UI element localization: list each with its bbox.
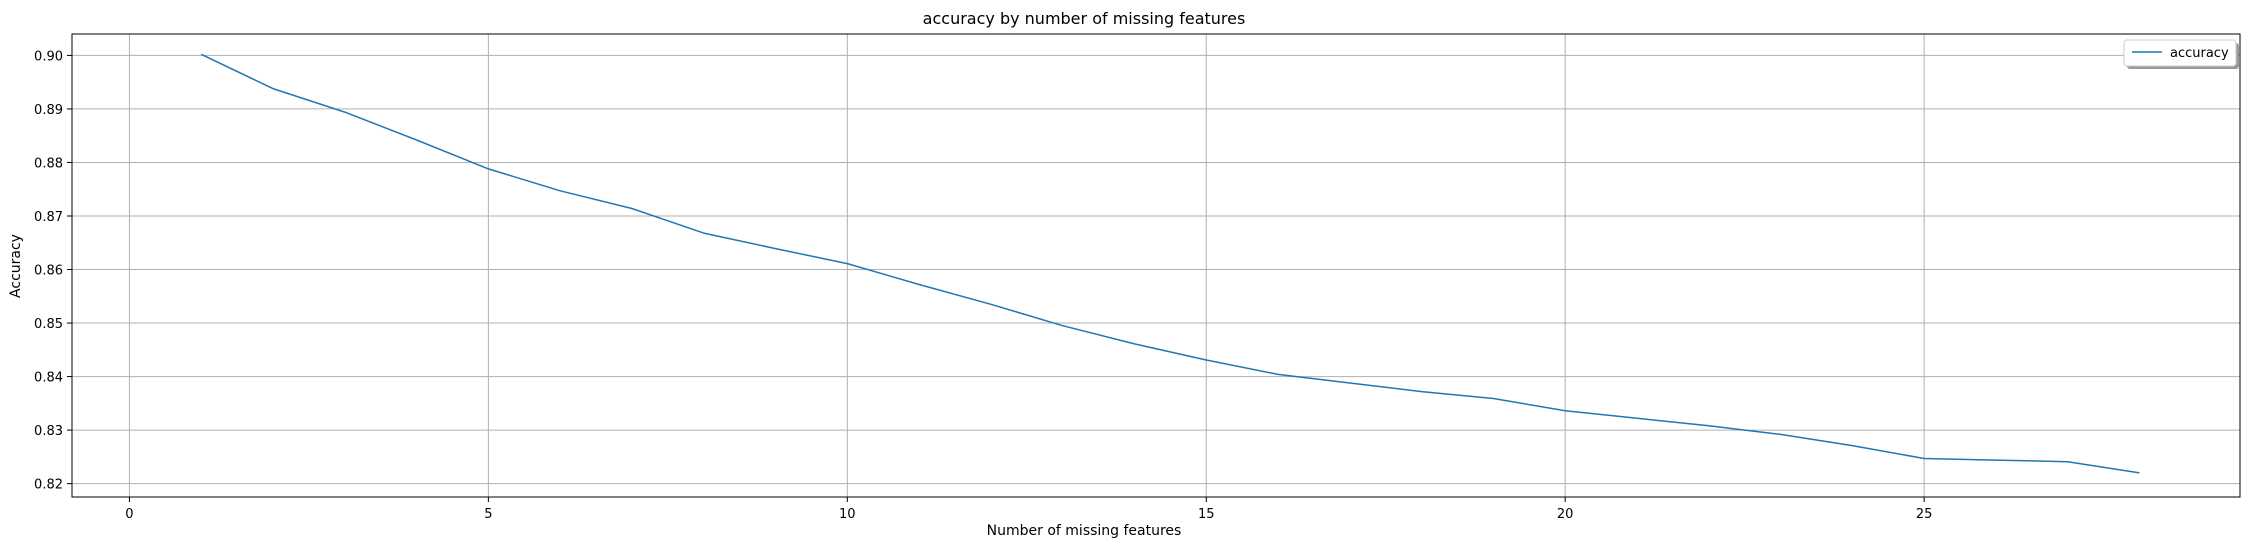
x-axis: 0 5 10 15 20 25 xyxy=(125,497,1932,522)
legend-box xyxy=(2123,39,2237,67)
y-tick-label: 0.82 xyxy=(34,478,63,493)
y-axis-label: Accuracy xyxy=(8,234,24,298)
x-axis-label: Number of missing features xyxy=(987,523,1182,539)
x-tick-label: 20 xyxy=(1557,507,1574,522)
legend: accuracy xyxy=(2123,39,2239,69)
chart-title: accuracy by number of missing features xyxy=(923,9,1246,28)
x-tick-label: 15 xyxy=(1198,507,1215,522)
y-tick-label: 0.90 xyxy=(34,49,63,64)
y-tick-label: 0.87 xyxy=(34,210,63,225)
series-line-accuracy xyxy=(200,53,2140,474)
x-tick-label: 0 xyxy=(125,507,133,522)
grid-lines xyxy=(72,34,2240,497)
x-tick-label: 25 xyxy=(1916,507,1933,522)
plot-border xyxy=(71,33,2241,498)
y-tick-label: 0.83 xyxy=(34,424,63,439)
y-tick-label: 0.86 xyxy=(34,264,63,279)
series-group xyxy=(200,53,2140,474)
y-tick-label: 0.89 xyxy=(34,103,63,118)
y-tick-label: 0.84 xyxy=(34,371,63,386)
x-tick-label: 5 xyxy=(484,507,492,522)
y-tick-label: 0.85 xyxy=(34,317,63,332)
x-tick-label: 10 xyxy=(839,507,856,522)
legend-label-accuracy: accuracy xyxy=(2170,46,2229,61)
plot-frame xyxy=(71,33,2241,498)
y-tick-label: 0.88 xyxy=(34,156,63,171)
y-axis: 0.82 0.83 0.84 0.85 0.86 0.87 0.88 0.89 0.90 xyxy=(34,49,72,493)
